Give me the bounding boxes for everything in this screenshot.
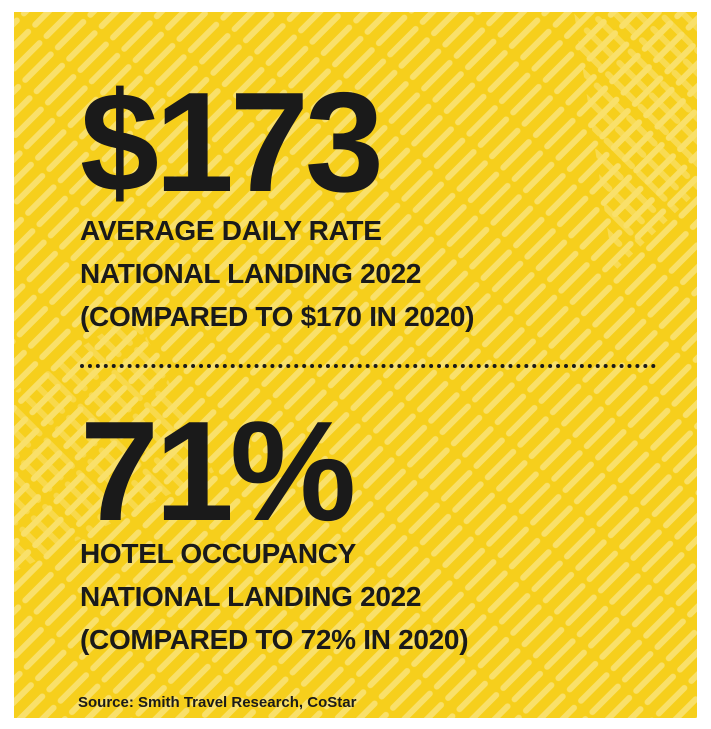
stat-line: AVERAGE DAILY RATE [80,215,382,246]
stat-value: 71% [80,392,356,551]
stat-line: HOTEL OCCUPANCY [80,538,357,569]
source-note: Source: Smith Travel Research, CoStar [78,694,357,711]
stat-line: (COMPARED TO $170 IN 2020) [80,301,475,332]
stat-line: (COMPARED TO 72% IN 2020) [80,624,469,655]
divider [80,364,656,368]
stat-line: NATIONAL LANDING 2022 [80,581,422,612]
stat-description: AVERAGE DAILY RATE NATIONAL LANDING 2022… [80,209,474,338]
stat-line: NATIONAL LANDING 2022 [80,258,422,289]
stat-description: HOTEL OCCUPANCY NATIONAL LANDING 2022 (C… [80,532,469,661]
stat-value: $173 [80,63,384,222]
infographic-panel: $173 AVERAGE DAILY RATE NATIONAL LANDING… [14,12,697,718]
